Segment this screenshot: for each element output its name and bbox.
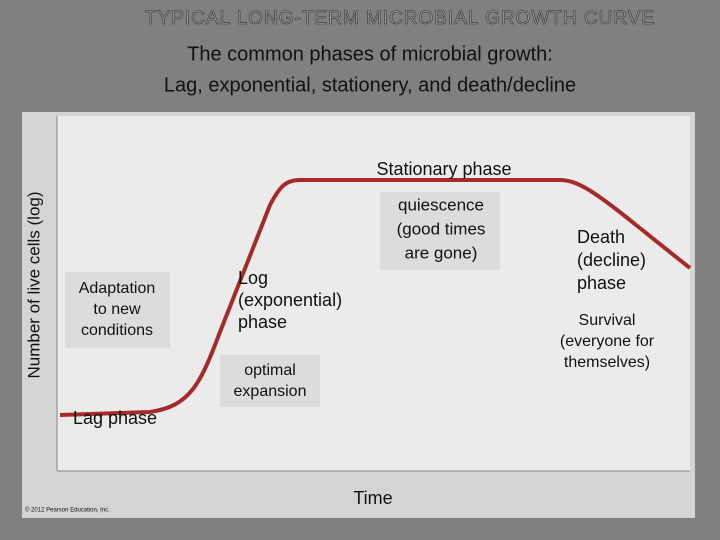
title: TYPICAL LONG-TERM MICROBIAL GROWTH CURVE [145, 8, 655, 29]
label-box [380, 192, 500, 270]
phase-label: (exponential) [238, 290, 342, 310]
x-axis-label: Time [353, 488, 392, 508]
copyright: © 2012 Pearson Education, Inc. [25, 507, 110, 514]
annotation: are gone) [405, 243, 478, 262]
annotation: conditions [81, 322, 153, 339]
phase-label: Lag phase [73, 408, 157, 428]
annotation: Survival [579, 312, 636, 329]
label-box [220, 355, 320, 407]
annotation: (everyone for [560, 333, 655, 350]
annotation: to new [93, 301, 141, 318]
annotation: quiescence [398, 195, 484, 214]
growth-curve [59, 178, 692, 417]
annotation: Adaptation [79, 280, 156, 297]
phase-label: (decline) [577, 250, 646, 270]
phase-label: phase [577, 273, 626, 293]
phase-label: Death [577, 227, 625, 247]
annotation: (good times [397, 219, 486, 238]
annotation: expansion [234, 383, 307, 400]
label-box [65, 272, 170, 348]
y-axis-label: Number of live cells (log) [24, 191, 43, 378]
phase-label: Log [238, 268, 268, 288]
annotation: themselves) [564, 354, 650, 371]
phase-label: phase [238, 312, 287, 332]
phase-label: Stationary phase [376, 159, 511, 179]
subtitle-line: Lag, exponential, stationery, and death/… [164, 74, 576, 96]
subtitle-line: The common phases of microbial growth: [187, 43, 553, 65]
annotation: optimal [244, 362, 296, 379]
